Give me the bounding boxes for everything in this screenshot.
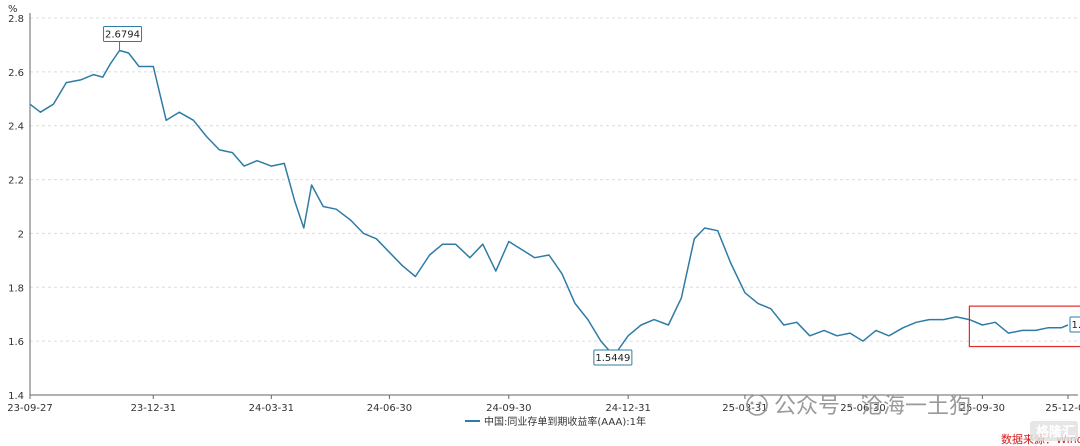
- callout-label: 1.5449: [595, 353, 630, 364]
- callout-box: [1069, 316, 1080, 333]
- callout-label: 2.6794: [105, 29, 140, 40]
- x-tick-label: 23-12-31: [131, 403, 176, 414]
- y-tick-label: 2.6: [8, 68, 24, 79]
- x-tick-label: 24-06-30: [367, 403, 412, 414]
- callout-box: [103, 25, 143, 42]
- series-line: [29, 49, 1069, 357]
- x-tick-label: 23-09-27: [7, 403, 52, 414]
- x-tick-label: 25-12-05: [1045, 403, 1080, 414]
- legend-entry: 中国:同业存单到期收益率(AAA):1年: [484, 415, 646, 428]
- highlight-box: [968, 305, 1080, 348]
- x-tick-label: 24-09-30: [486, 403, 531, 414]
- y-tick-label: 1.8: [8, 283, 24, 294]
- x-tick-label: 25-06-30: [840, 403, 885, 414]
- annotations: 2.6794 1.5449 1.6600: [103, 25, 1080, 366]
- y-tick-label: 2.2: [8, 176, 24, 187]
- x-tick-label: 24-03-31: [249, 403, 294, 414]
- callout-box: [593, 349, 633, 366]
- x-tick-label: 25-03-31: [722, 403, 767, 414]
- x-tick-label: 25-09-30: [960, 403, 1005, 414]
- watermark-text: 公众号 · 沧海一土狗: [774, 394, 971, 419]
- series-layer: [29, 49, 1069, 357]
- watermark: 公众号 · 沧海一土狗: [746, 394, 971, 419]
- axes: 1.4 1.6 1.8 2 2.2 2.4 2.6 2.8 23-09-27 23-12-31 24…: [7, 13, 1080, 414]
- x-tick-label: 24-12-31: [605, 403, 650, 414]
- brand-logo-text: 格隆汇: [1036, 424, 1075, 440]
- y-tick-label: 1.4: [8, 391, 24, 402]
- y-tick-label: 1.6: [8, 337, 24, 348]
- y-tick-label: 2: [18, 229, 24, 240]
- legend: 中国:同业存单到期收益率(AAA):1年: [465, 415, 646, 428]
- wechat-icon: [746, 394, 768, 416]
- callout-label: 1.6600: [1072, 320, 1080, 331]
- brand-logo: 格隆汇: [1030, 421, 1078, 441]
- gridlines: [30, 17, 1078, 342]
- y-tick-label: 2.4: [8, 122, 24, 133]
- y-axis-unit-label: %: [8, 4, 18, 15]
- y-tick-label: 2.8: [8, 14, 24, 25]
